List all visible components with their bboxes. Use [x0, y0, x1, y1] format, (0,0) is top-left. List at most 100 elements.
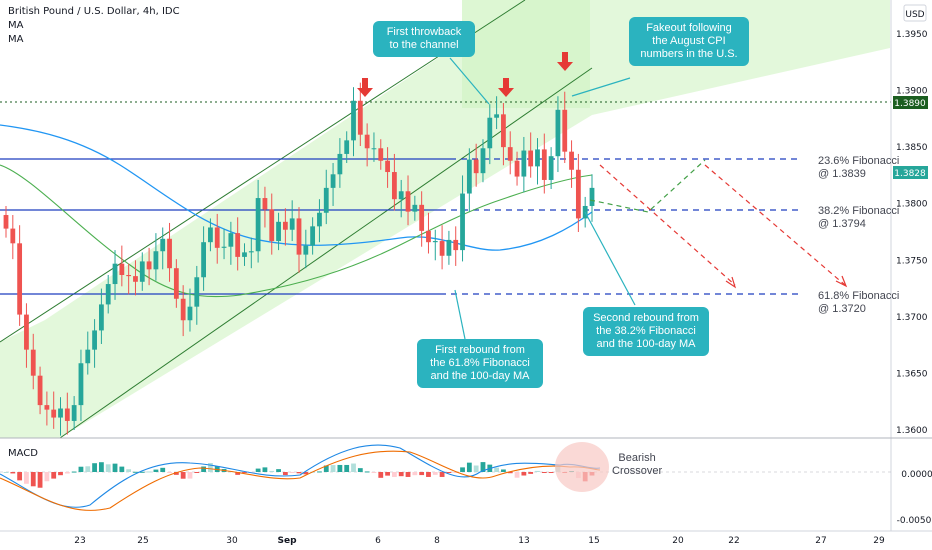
candle-body: [575, 169, 581, 219]
macd-bar: [92, 463, 97, 472]
callout-line: the August CPI: [652, 35, 726, 47]
candle-body: [289, 218, 295, 230]
macd-bar: [521, 472, 527, 476]
ma-slow-line: [0, 124, 593, 251]
candle-body: [364, 134, 370, 149]
macd-bar: [535, 470, 540, 472]
macd-bar: [541, 472, 547, 473]
macd-bar: [337, 464, 343, 472]
candle-body: [92, 330, 97, 350]
macd-bar: [446, 472, 452, 473]
macd-bar: [426, 472, 431, 477]
callout-throwback: First throwback to the channel: [373, 21, 475, 57]
candle-body: [330, 174, 336, 188]
candlesticks: [3, 82, 595, 436]
macd-bar: [269, 470, 275, 472]
price-tick-label: 1.3950: [896, 30, 928, 40]
macd-bar: [30, 472, 36, 487]
macd-bar: [146, 471, 152, 473]
candle-body: [269, 209, 275, 242]
candle-body: [487, 117, 493, 149]
time-tick-label: 13: [518, 536, 529, 546]
time-tick-label: 23: [74, 536, 85, 546]
callout-line: and the 100-day MA: [430, 370, 530, 382]
projection-red-2: [704, 164, 846, 286]
macd-bar: [167, 472, 172, 473]
macd-bar: [3, 472, 9, 473]
macd-bar: [357, 468, 363, 472]
macd-bar: [548, 472, 554, 473]
candle-body: [242, 252, 247, 257]
macd-bar: [160, 467, 166, 472]
macd-bar: [528, 472, 534, 474]
candle-body: [344, 140, 350, 154]
macd-bar: [255, 468, 261, 472]
candle-body: [555, 109, 561, 157]
candle-body: [501, 114, 506, 148]
candle-body: [255, 198, 261, 252]
time-tick-label: 15: [588, 536, 599, 546]
macd-bar: [385, 472, 390, 476]
macd-bar: [173, 472, 179, 475]
fib-name: 61.8% Fibonacci: [818, 290, 900, 302]
callout-line: First rebound from: [435, 344, 525, 356]
fib-618-label: 61.8% Fibonacci @ 1.3720: [818, 290, 899, 316]
macd-bar: [51, 472, 57, 479]
macd-bar: [466, 462, 472, 472]
resistance-price-tag: [893, 96, 928, 109]
macd-bar: [208, 462, 213, 472]
channel-upper-line: [0, 0, 526, 343]
macd-bar: [133, 471, 138, 473]
macd-bar: [10, 472, 16, 474]
macd-bar: [460, 467, 465, 472]
macd-bar: [453, 472, 459, 473]
callout-line: Fakeout following: [646, 22, 732, 34]
candle-body: [17, 243, 23, 315]
price-tick-label: 1.3800: [896, 200, 928, 210]
candle-body: [548, 156, 554, 180]
ma-legend-1: MA: [8, 20, 24, 31]
macd-bar: [473, 465, 479, 472]
arrow-down-icon: [557, 52, 573, 71]
candle-body: [85, 349, 91, 364]
macd-bar: [303, 472, 309, 475]
candle-body: [405, 191, 411, 212]
candle-body: [371, 148, 377, 150]
chart-title: British Pound / U.S. Dollar, 4h, IDC: [8, 6, 180, 17]
callout-line: First throwback: [386, 26, 462, 38]
macd-tick-neg: -0.0050: [897, 516, 932, 526]
macd-bar: [180, 472, 186, 479]
macd-bar: [64, 472, 70, 474]
callout-rebound1: First rebound from the 61.8% Fibonacci a…: [417, 339, 543, 388]
macd-bar: [153, 469, 159, 472]
candle-body: [78, 363, 84, 406]
candle-body: [235, 233, 241, 257]
time-tick-label: 25: [137, 536, 148, 546]
connector-rebound1: [454, 289, 466, 340]
macd-bar: [78, 466, 84, 472]
currency-badge: [903, 4, 927, 22]
last-price-tag: [893, 166, 928, 179]
time-tick-label: 27: [815, 536, 826, 546]
time-tick-label: Sep: [277, 536, 297, 546]
macd-bar: [494, 467, 500, 472]
macd-bar: [507, 472, 513, 474]
candle-body: [398, 191, 404, 200]
macd-bar: [364, 471, 370, 473]
macd-bar: [44, 472, 50, 482]
candle-body: [514, 160, 520, 177]
candle-body: [507, 147, 513, 161]
macd-bar: [187, 472, 193, 479]
price-tick-label: 1.3900: [896, 87, 928, 97]
candle-body: [146, 261, 152, 270]
macd-bar: [296, 472, 302, 474]
candle-body: [589, 187, 595, 206]
macd-bar: [282, 472, 288, 476]
macd-bar: [262, 467, 268, 472]
candle-body: [30, 349, 36, 376]
price-tick-label: 1.3700: [896, 313, 928, 323]
macd-bar: [24, 472, 29, 484]
candle-body: [317, 212, 322, 227]
candle-body: [37, 375, 43, 406]
